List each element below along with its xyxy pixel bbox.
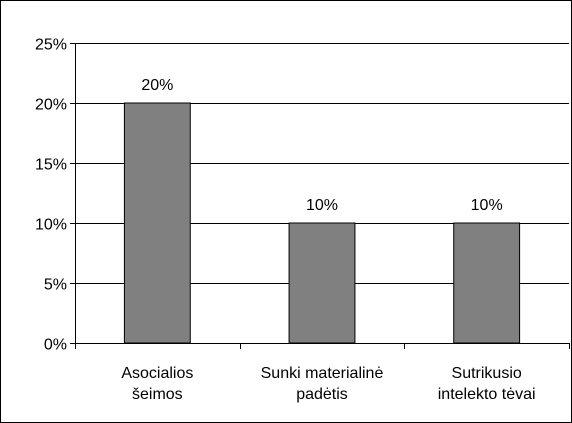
bar-0 — [123, 102, 191, 344]
y-tick-label-1: 5% — [44, 277, 67, 294]
bar-1 — [288, 222, 356, 344]
data-label-2: 10% — [471, 197, 503, 214]
y-tick-label-3: 15% — [35, 157, 67, 174]
category-label-1-line-0: Sunki materialinė — [261, 365, 384, 382]
category-label-0: Asocialios šeimos — [121, 365, 193, 403]
data-label-0: 20% — [141, 77, 173, 94]
y-tick-label-2: 10% — [35, 217, 67, 234]
category-label-1-line-1: padėtis — [296, 386, 348, 403]
category-label-0-line-0: Asocialios — [121, 365, 193, 382]
category-label-2: Sutrikusio intelekto tėvai — [438, 365, 536, 403]
category-label-0-line-1: šeimos — [132, 386, 183, 403]
category-label-2-line-1: intelekto tėvai — [438, 386, 536, 403]
bar-2 — [453, 222, 521, 344]
data-label-1: 10% — [306, 197, 338, 214]
y-tick-label-4: 20% — [35, 97, 67, 114]
category-label-1: Sunki materialinė padėtis — [261, 365, 384, 403]
y-tick-label-0: 0% — [44, 337, 67, 354]
category-label-2-line-0: Sutrikusio — [452, 365, 522, 382]
y-tick-label-5: 25% — [35, 37, 67, 54]
